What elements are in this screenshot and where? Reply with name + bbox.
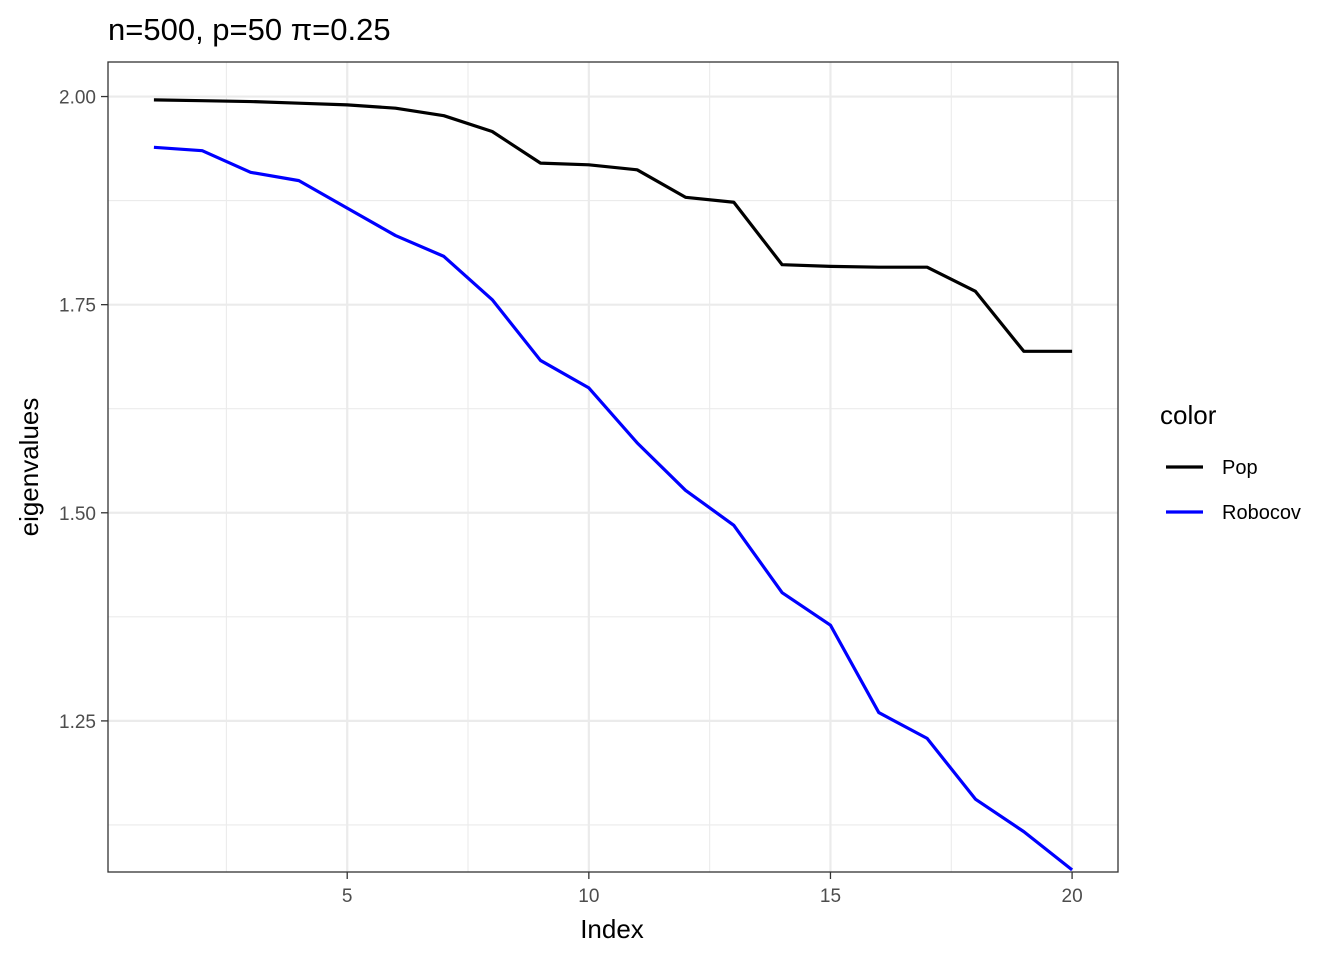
y-tick-label: 2.00 xyxy=(59,88,96,109)
x-tick-label: 20 xyxy=(1062,886,1083,907)
series-line-pop xyxy=(153,98,1073,353)
y-axis-title: eigenvalues xyxy=(14,398,44,537)
axis-ticks: 5 10 15 20 1.25 1.50 1.75 2.00 xyxy=(59,88,1083,907)
panel-border xyxy=(107,61,1119,873)
y-tick-label: 1.75 xyxy=(59,296,96,317)
plot-panel xyxy=(108,62,1118,872)
x-axis-title: Index xyxy=(580,914,644,944)
legend: color Pop Robocov xyxy=(1160,400,1301,524)
x-tick-label: 10 xyxy=(578,886,599,907)
chart-title: n=500, p=50 π=0.25 xyxy=(108,12,391,47)
panel-background xyxy=(108,62,1118,872)
legend-label-robocov: Robocov xyxy=(1222,502,1301,524)
y-tick-label: 1.25 xyxy=(59,712,96,733)
x-tick-label: 5 xyxy=(342,886,353,907)
legend-title: color xyxy=(1160,400,1217,430)
x-tick-label: 15 xyxy=(820,886,841,907)
grid-lines xyxy=(108,62,1118,872)
y-tick-label: 1.50 xyxy=(59,504,96,525)
legend-label-pop: Pop xyxy=(1222,457,1258,479)
series-line-robocov xyxy=(153,145,1074,872)
series-lines xyxy=(153,98,1074,872)
